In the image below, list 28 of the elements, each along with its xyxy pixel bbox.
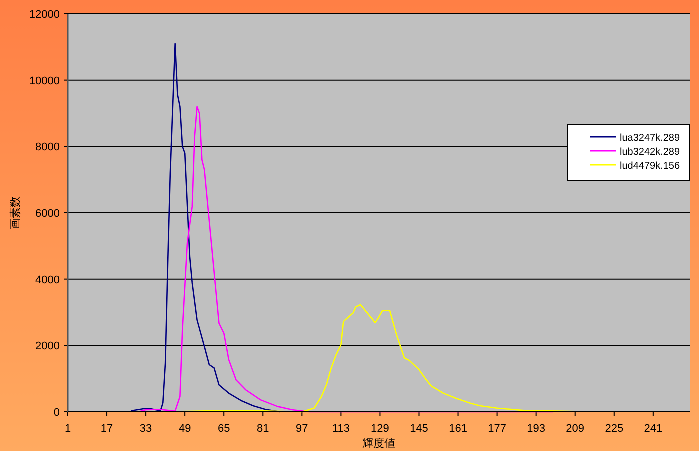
x-tick-label: 193 [527, 423, 546, 435]
x-tick-label: 209 [566, 423, 585, 435]
x-tick-label: 97 [296, 423, 308, 435]
y-tick-label: 6000 [36, 208, 60, 220]
y-tick-label: 12000 [29, 9, 60, 21]
x-tick-label: 161 [449, 423, 468, 435]
legend-label: lua3247k.289 [620, 133, 680, 144]
x-tick-label: 129 [371, 423, 390, 435]
y-tick-label: 2000 [36, 340, 60, 353]
x-tick-label: 65 [218, 423, 230, 435]
legend-label: lud4479k.156 [620, 161, 680, 172]
x-tick-label: 241 [644, 423, 663, 435]
x-tick-label: 145 [410, 423, 428, 435]
y-tick-label: 10000 [29, 75, 60, 88]
y-axis-title: 画素数 [9, 196, 22, 230]
x-tick-label: 33 [140, 423, 152, 435]
x-tick-label: 81 [257, 423, 270, 435]
x-tick-label: 49 [178, 423, 192, 435]
x-tick-label: 225 [605, 423, 624, 435]
x-tick-label: 1 [64, 423, 72, 435]
x-tick-label: 17 [100, 423, 114, 435]
x-axis-title: 輝度値 [362, 437, 396, 450]
x-tick-label: 177 [488, 423, 506, 435]
y-tick-label: 8000 [36, 142, 60, 154]
x-tick-label: 113 [332, 423, 350, 435]
y-tick-label: 0 [54, 407, 60, 419]
y-tick-label: 4000 [36, 274, 60, 286]
legend-label: lub3242k.289 [620, 147, 680, 158]
